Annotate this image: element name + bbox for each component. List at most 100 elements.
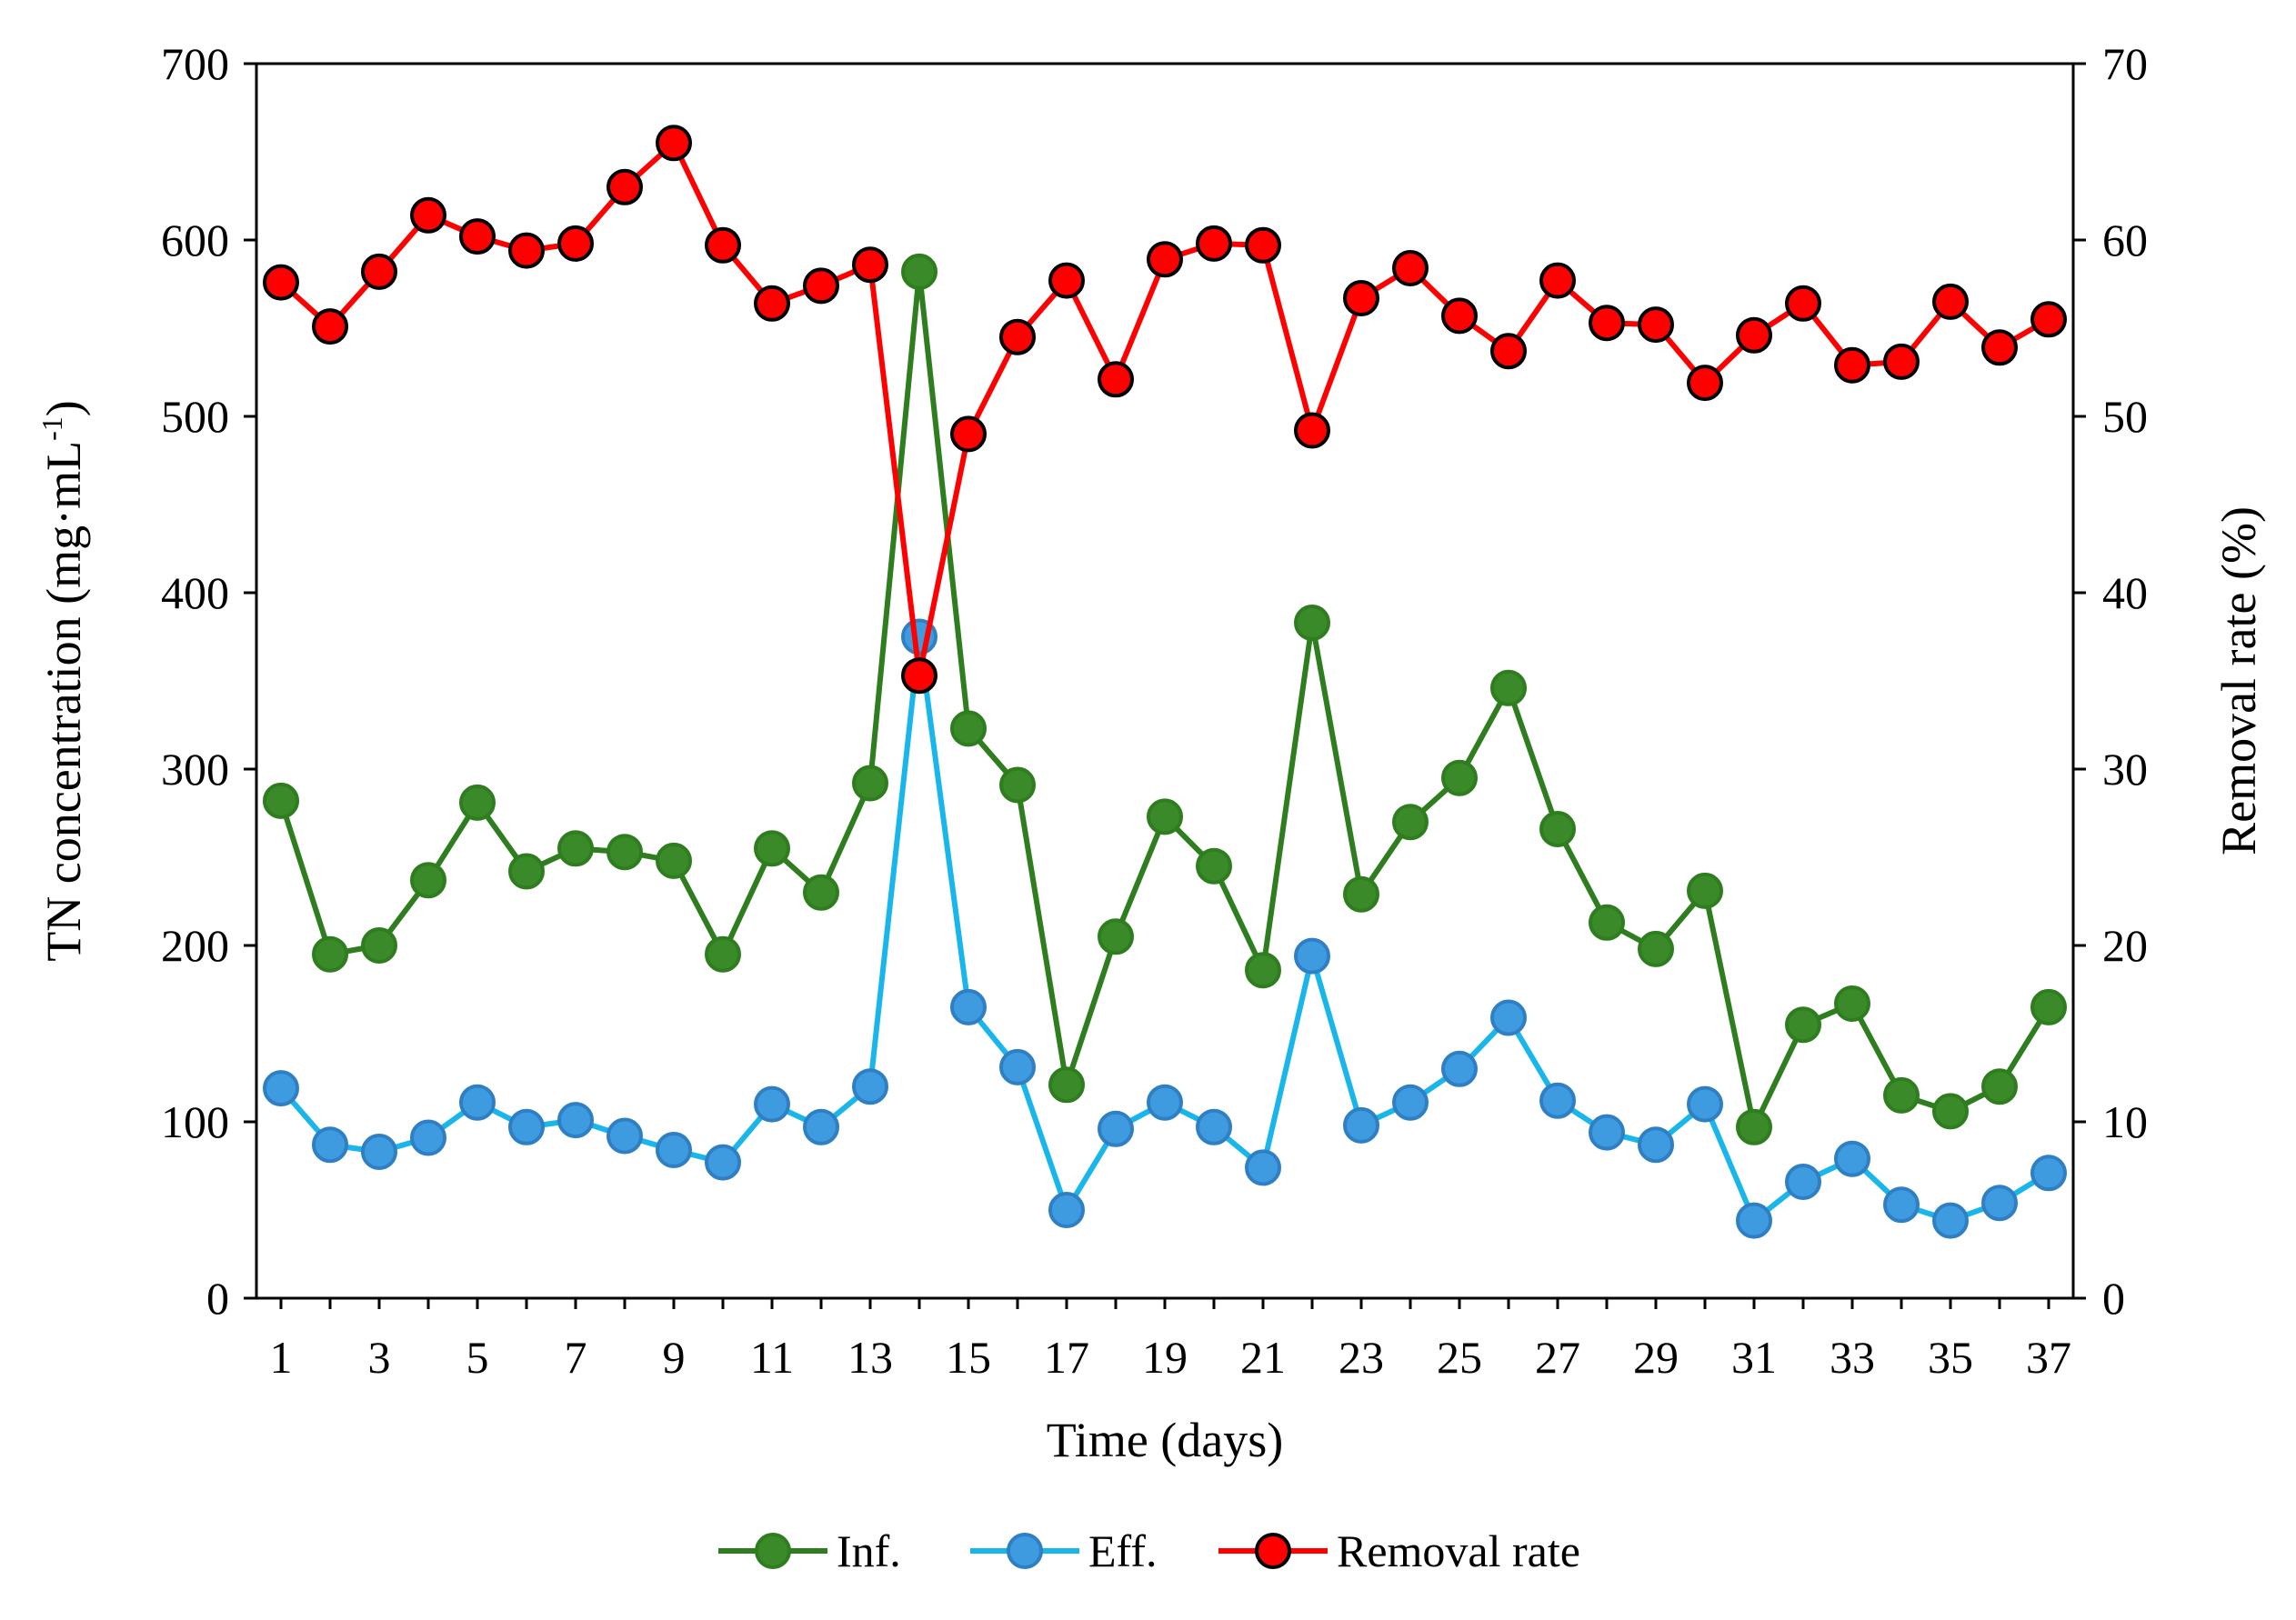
data-point-inf [901,253,937,290]
data-point-eff [1343,1106,1379,1144]
legend-label-inf: Inf. [837,1525,901,1576]
data-point-inf [1048,1066,1085,1104]
data-point-inf [1098,918,1134,955]
data-point-inf [1932,1093,1969,1130]
y-axis-left-title-main: TN concentration (mg·mL [36,441,91,962]
data-point-eff [1147,1084,1183,1121]
data-point-eff [1098,1110,1134,1147]
y-left-tick-label: 0 [206,1273,229,1324]
data-point-inf [263,782,299,819]
data-point-removal-rate [2030,301,2067,338]
x-tick-label: 21 [1240,1332,1286,1383]
y-right-tick-label: 30 [2102,744,2148,795]
data-point-inf [1392,804,1429,841]
data-point-inf [1589,904,1625,941]
y-axis-left-title-superscript: -1 [35,416,68,441]
x-tick-label: 15 [946,1332,991,1383]
data-point-removal-rate [656,125,692,162]
x-tick-label: 3 [368,1332,391,1383]
data-point-inf [803,874,839,911]
data-point-removal-rate [459,218,496,255]
y-right-tick-label: 0 [2102,1273,2125,1324]
y-left-tick-label: 500 [161,391,229,442]
data-point-eff [1736,1202,1772,1239]
data-point-removal-rate [607,168,643,205]
x-tick-label: 7 [565,1332,587,1383]
data-point-removal-rate [1343,280,1379,316]
data-point-inf [508,853,545,890]
data-point-inf [1736,1108,1772,1145]
x-axis-ticks: 1 3 5 7 9 11 13 15 17 19 21 23 25 27 29 31 33 35 37 [270,1298,2071,1383]
series-line-eff [278,634,2050,1224]
data-point-eff [950,988,987,1025]
data-point-removal-rate [1441,297,1478,335]
data-point-removal-rate [705,226,741,264]
data-point-eff [1441,1050,1478,1087]
data-point-removal-rate [1048,262,1085,299]
y-right-tick-label: 20 [2102,920,2148,971]
x-tick-label: 9 [663,1332,686,1383]
series-layer [263,125,2067,1239]
data-point-eff [705,1144,741,1181]
data-point-inf [1981,1068,2018,1105]
data-point-inf [852,765,888,802]
data-point-inf [459,784,496,821]
y-right-tick-label: 50 [2102,391,2148,442]
data-point-inf [1441,759,1478,796]
x-tick-label: 33 [1830,1332,1875,1383]
data-point-removal-rate [852,246,888,284]
data-point-inf [1638,930,1674,967]
data-point-removal-rate [1589,305,1625,342]
data-point-removal-rate [263,264,299,301]
data-point-removal-rate [508,232,545,269]
data-point-eff [1048,1192,1085,1228]
y-axis-right-ticks: 0 10 20 30 40 50 60 70 [2073,38,2148,1324]
data-point-eff [312,1126,348,1164]
series-removal-rate [263,125,2067,695]
data-point-removal-rate [1687,365,1723,402]
data-point-removal-rate [1147,241,1183,278]
x-tick-label: 27 [1535,1332,1580,1383]
data-point-eff [557,1102,594,1139]
data-point-eff [2030,1155,2067,1192]
x-tick-label: 25 [1437,1332,1482,1383]
x-tick-label: 19 [1142,1332,1188,1383]
data-point-removal-rate [1196,225,1232,262]
data-point-removal-rate [1539,262,1576,299]
data-point-inf [1883,1076,1920,1114]
data-point-removal-rate [999,318,1036,355]
x-tick-label: 29 [1633,1332,1679,1383]
legend-item-eff: Eff. [970,1525,1157,1576]
data-point-inf [607,834,643,871]
data-point-inf [557,830,594,867]
data-point-eff [1932,1202,1969,1239]
y-left-tick-label: 100 [161,1096,229,1147]
data-point-eff [361,1134,397,1170]
data-point-removal-rate [1932,283,1969,320]
data-point-removal-rate [1736,316,1772,354]
data-point-removal-rate [1883,343,1920,380]
series-line-inf [278,268,2051,1130]
y-right-tick-label: 70 [2102,38,2148,89]
x-tick-label: 17 [1044,1332,1089,1383]
x-tick-label: 23 [1338,1332,1384,1383]
data-point-removal-rate [1981,329,2018,366]
legend-marker-eff [1007,1533,1043,1569]
y-left-tick-label: 300 [161,744,229,795]
data-point-eff [607,1117,643,1155]
data-point-removal-rate [1245,226,1281,264]
data-point-eff [852,1068,888,1105]
data-point-inf [999,766,1036,804]
data-point-eff [1539,1082,1576,1119]
data-point-inf [1343,875,1379,913]
data-point-inf [754,830,790,867]
data-point-inf [1490,669,1527,706]
x-tick-label: 1 [270,1332,293,1383]
data-point-eff [754,1085,790,1123]
y-left-tick-label: 200 [161,920,229,971]
x-axis-title: Time (days) [1047,1413,1284,1467]
data-point-eff [1196,1108,1232,1145]
data-point-eff [803,1108,839,1145]
y-left-tick-label: 400 [161,567,229,618]
